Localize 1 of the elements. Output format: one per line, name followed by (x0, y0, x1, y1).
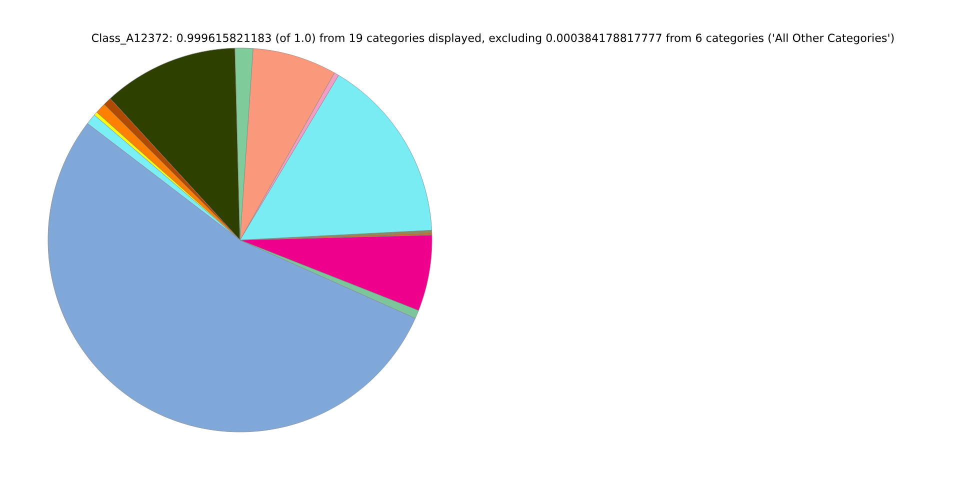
text: Class_A12372: 0.999615821183 (of 1.0) from 19 categories displayed, excluding 0.000384178817777 from 6 categories ('All Other Categories') (92, 33, 894, 45)
